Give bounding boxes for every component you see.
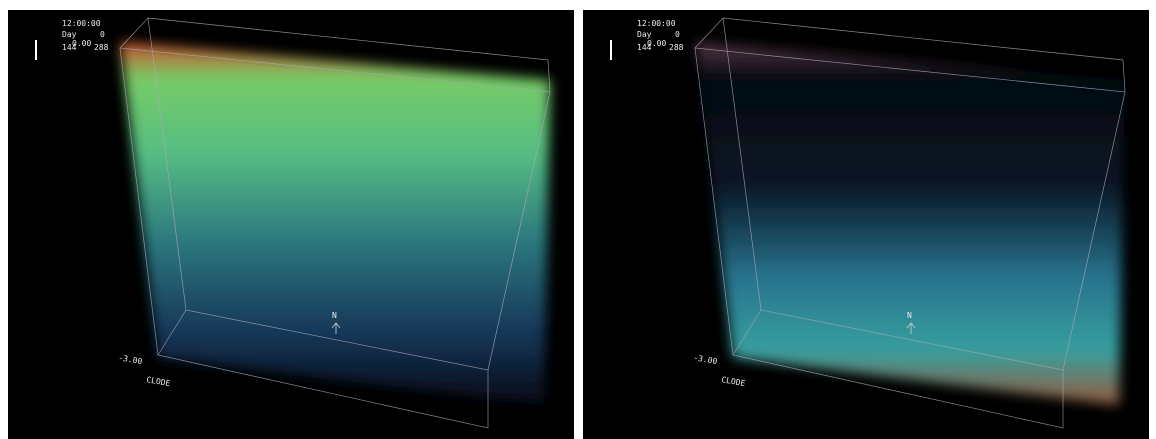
day-value: 0 (100, 30, 105, 39)
day-label: Day (637, 30, 652, 39)
north-label: N (332, 311, 337, 320)
scale-max: 288 (94, 43, 109, 52)
day-value: 0 (675, 30, 680, 39)
time-label: 12:00:00 (62, 19, 101, 28)
volume (120, 42, 550, 405)
scale-mid: 0.00 (647, 39, 666, 48)
time-label: 12:00:00 (637, 19, 676, 28)
scale-mid: 0.00 (72, 39, 91, 48)
screenshot: 12:00:00Day01440.00288-3.00CLODEN12:00:0… (0, 0, 1156, 439)
scale-max: 288 (669, 43, 684, 52)
day-label: Day (62, 30, 77, 39)
volume (695, 42, 1125, 405)
north-label: N (907, 311, 912, 320)
